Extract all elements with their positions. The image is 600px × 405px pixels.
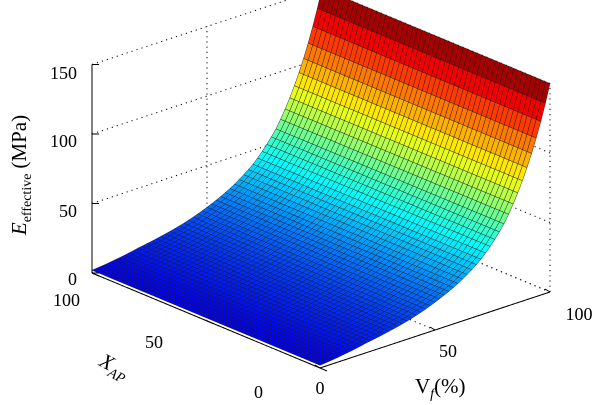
z-tick-label: 100 xyxy=(50,131,77,151)
z-tick-label: 0 xyxy=(68,269,77,289)
surface-plot xyxy=(91,0,551,366)
x-axis-ticks: 0 50 100 xyxy=(316,304,593,398)
x-tick-label: 50 xyxy=(439,341,457,361)
z-axis-ticks: 150 100 50 0 xyxy=(50,63,77,289)
x-tick xyxy=(544,288,551,293)
y-axis-ticks: 100 50 0 xyxy=(53,290,263,402)
surface-patch xyxy=(321,0,330,13)
y-tick xyxy=(91,272,100,277)
axes-box xyxy=(91,64,551,372)
surface-patch xyxy=(540,81,551,104)
y-axis-label: XAP xyxy=(93,348,134,387)
x-axis-label: Vf(%) xyxy=(415,374,466,402)
y-tick-label: 100 xyxy=(53,290,80,310)
x-tick-label: 100 xyxy=(566,304,593,324)
y-tick-label: 0 xyxy=(254,382,263,402)
y-tick xyxy=(319,367,328,372)
z-axis-label: Eeffective(MPa) xyxy=(7,115,35,236)
x-tick-label: 0 xyxy=(316,378,325,398)
gridline xyxy=(91,0,289,65)
y-tick-label: 50 xyxy=(145,332,163,352)
surface-patch xyxy=(317,0,325,11)
y-tick xyxy=(205,320,214,324)
z-tick-label: 50 xyxy=(59,201,77,221)
z-tick-label: 150 xyxy=(50,63,77,83)
x-tick xyxy=(429,326,436,331)
x-tick xyxy=(314,364,321,369)
